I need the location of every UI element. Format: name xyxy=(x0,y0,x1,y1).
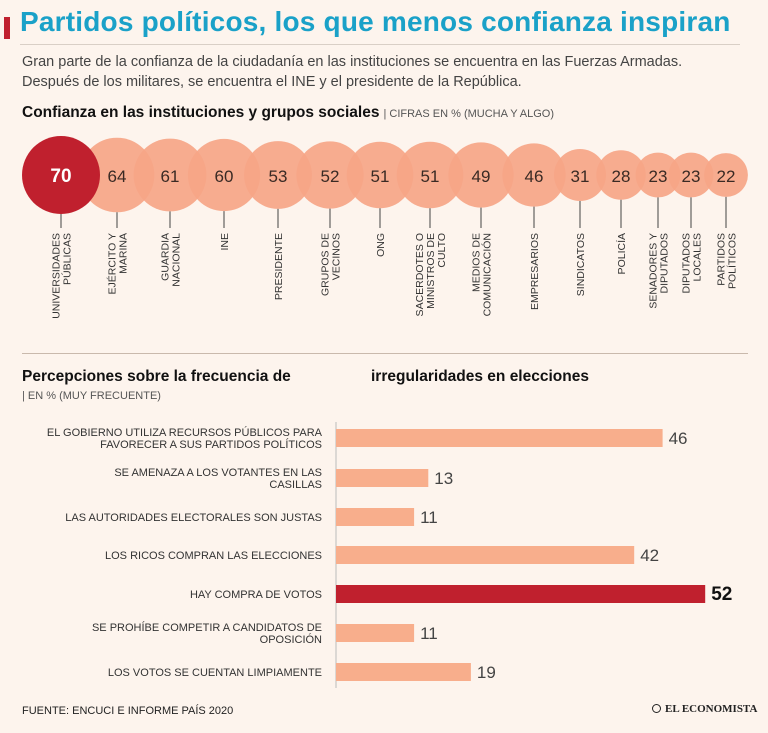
bar-label-4-0: HAY COMPRA DE VOTOS xyxy=(190,589,322,601)
bar-label-5-0: SE PROHÍBE COMPETIR A CANDIDATOS DE xyxy=(92,621,322,634)
bar-2 xyxy=(336,508,415,526)
bubble-value-6: 51 xyxy=(371,167,390,186)
category-label-3-0: INE xyxy=(219,233,231,251)
bubble-value-8: 49 xyxy=(472,167,491,186)
category-label-0-0: UNIVERSIDADES xyxy=(51,233,63,319)
bar-value-0: 46 xyxy=(669,429,688,448)
category-label-7-0: SACERDOTES O xyxy=(414,233,426,316)
category-label-9-0: EMPRESARIOS xyxy=(529,233,541,310)
section-divider xyxy=(22,353,748,354)
bar-6 xyxy=(336,663,471,681)
bar-0 xyxy=(336,429,663,447)
bubble-10 xyxy=(554,149,606,201)
category-label-5-1: VECINOS xyxy=(331,233,343,280)
bubble-value-2: 61 xyxy=(161,167,180,186)
bubble-2 xyxy=(133,138,207,212)
bar-value-1: 13 xyxy=(434,469,453,488)
irregularities-chart-unit-note: | EN % (MUY FRECUENTE) xyxy=(22,390,161,402)
source-note: FUENTE: ENCUCI E INFORME PAÍS 2020 xyxy=(22,705,234,717)
bar-value-5: 11 xyxy=(420,624,438,643)
publisher-logo-text: EL ECONOMISTA xyxy=(665,703,758,715)
bar-3 xyxy=(336,546,635,564)
category-label-12-1: DIPUTADOS xyxy=(659,233,671,293)
bubble-value-10: 31 xyxy=(571,167,590,186)
confidence-bubble-chart: 70 64 61 60 53 52 51 51 49 46 31 28 23 23 22 UNIVERSIDA… xyxy=(22,136,748,319)
category-label-8-0: MEDIOS DE xyxy=(471,233,483,292)
page-subtitle: Gran parte de la confianza de la ciudada… xyxy=(22,54,683,90)
confidence-chart-title: Confianza en las instituciones y grupos … xyxy=(22,104,380,121)
bar-value-2: 11 xyxy=(420,508,438,527)
category-label-5-0: GRUPOS DE xyxy=(320,233,332,296)
irregularities-bar-chart: 46 EL GOBIERNO UTILIZA RECURSOS PÚBLICOS … xyxy=(47,422,732,688)
bar-label-6-0: LOS VOTOS SE CUENTAN LIMPIAMENTE xyxy=(108,667,322,679)
category-label-13-0: DIPUTADOS xyxy=(681,233,693,293)
category-label-0-1: PÚBLICAS xyxy=(61,233,74,285)
category-label-8-1: COMUNICACIÓN xyxy=(481,233,494,316)
bubble-12 xyxy=(635,152,681,198)
bubble-3 xyxy=(187,138,261,212)
logo-mark-icon xyxy=(652,704,661,713)
category-label-2-1: NACIONAL xyxy=(171,233,183,287)
category-label-11-0: POLICÍA xyxy=(615,233,628,274)
irregularities-chart-title-part1: Percepciones sobre la frecuencia de xyxy=(22,368,291,385)
title-accent-bar xyxy=(4,17,10,39)
title-divider xyxy=(20,44,740,45)
bubble-value-7: 51 xyxy=(421,167,440,186)
bar-label-3-0: LOS RICOS COMPRAN LAS ELECCIONES xyxy=(105,550,322,562)
bubble-13 xyxy=(668,152,714,198)
bubble-9 xyxy=(502,143,566,207)
bar-label-0-1: FAVORECER A SUS PARTIDOS POLÍTICOS xyxy=(100,438,322,451)
bubble-value-9: 46 xyxy=(525,167,544,186)
bar-value-6: 19 xyxy=(477,663,496,682)
bubble-value-4: 53 xyxy=(269,167,288,186)
bubble-14 xyxy=(704,153,748,197)
category-label-4-0: PRESIDENTE xyxy=(273,233,285,300)
irregularities-chart-title-part2: irregularidades en elecciones xyxy=(371,368,589,385)
bubble-6 xyxy=(346,141,414,209)
bubble-8 xyxy=(448,142,514,208)
page-title: Partidos políticos, los que menos confia… xyxy=(20,6,731,37)
category-label-13-1: LOCALES xyxy=(692,233,704,281)
bubble-7 xyxy=(396,141,464,209)
bubble-4 xyxy=(244,141,312,209)
bubble-value-1: 64 xyxy=(108,167,127,186)
confidence-chart-unit-note: | CIFRAS EN % (MUCHA Y ALGO) xyxy=(383,108,555,120)
category-label-7-1: MINISTROS DE xyxy=(425,233,437,309)
category-label-2-0: GUARDIA xyxy=(160,233,172,281)
bar-label-5-1: OPOSICIÓN xyxy=(260,633,322,646)
bubble-value-0: 70 xyxy=(50,166,71,187)
bubble-value-11: 28 xyxy=(612,167,631,186)
category-label-10-0: SINDICATOS xyxy=(575,233,587,296)
bar-value-3: 42 xyxy=(640,546,659,565)
bar-4 xyxy=(336,585,706,603)
category-label-14-1: POLÍTICOS xyxy=(726,233,739,289)
category-label-1-1: MARINA xyxy=(118,233,130,274)
bubble-value-12: 23 xyxy=(649,167,668,186)
bar-label-0-0: EL GOBIERNO UTILIZA RECURSOS PÚBLICOS PA… xyxy=(47,426,323,439)
bubble-value-13: 23 xyxy=(682,167,701,186)
bubble-value-5: 52 xyxy=(321,167,340,186)
bubble-1 xyxy=(79,137,155,213)
bubble-11 xyxy=(596,150,646,200)
bar-label-1-1: CASILLAS xyxy=(269,479,322,491)
bar-5 xyxy=(336,624,415,642)
category-label-12-0: SENADORES Y xyxy=(648,233,660,309)
bar-label-1-0: SE AMENAZA A LOS VOTANTES EN LAS xyxy=(114,467,322,479)
bubble-value-3: 60 xyxy=(215,167,234,186)
category-label-1-0: EJÉRCITO Y xyxy=(106,233,119,294)
bar-value-4: 52 xyxy=(711,584,732,605)
bubble-value-14: 22 xyxy=(717,167,736,186)
bubble-0 xyxy=(22,136,100,214)
bubble-5 xyxy=(296,141,364,209)
category-label-14-0: PARTIDOS xyxy=(716,233,728,286)
confidence-section-header: Confianza en las instituciones y grupos … xyxy=(22,104,554,122)
category-label-6-0: ONG xyxy=(375,233,387,257)
category-label-7-2: CULTO xyxy=(436,233,448,268)
publisher-logo: EL ECONOMISTA xyxy=(652,703,757,715)
bar-label-2-0: LAS AUTORIDADES ELECTORALES SON JUSTAS xyxy=(65,512,322,524)
bar-1 xyxy=(336,469,429,487)
